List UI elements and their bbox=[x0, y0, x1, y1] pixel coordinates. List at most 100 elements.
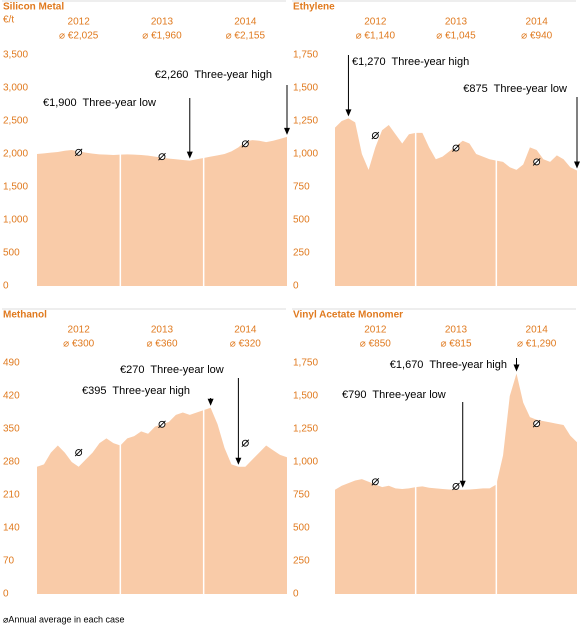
area bbox=[37, 136, 287, 286]
year-label: 2014 bbox=[526, 325, 549, 336]
year-label: 2012 bbox=[364, 17, 387, 28]
average-marker-part bbox=[74, 148, 83, 157]
average-marker bbox=[452, 482, 460, 491]
average-marker bbox=[241, 139, 250, 148]
annotation-text: €2,260 Three-year high bbox=[155, 69, 272, 81]
average-marker-part bbox=[241, 439, 250, 447]
year-label: 2012 bbox=[68, 325, 91, 336]
annotation-text: €875 Three-year low bbox=[463, 83, 567, 95]
year-label: 2014 bbox=[234, 325, 257, 336]
y-tick-label: 1,750 bbox=[293, 50, 318, 61]
average-marker bbox=[158, 152, 166, 161]
y-tick-label: 1,000 bbox=[3, 215, 28, 226]
annotation-arrowhead bbox=[284, 127, 290, 135]
y-tick-label: 420 bbox=[3, 391, 20, 402]
area bbox=[335, 373, 577, 594]
y-tick-label: 1,000 bbox=[293, 149, 318, 160]
annotation-text: €790 Three-year low bbox=[342, 389, 446, 401]
y-tick-label: 1,500 bbox=[3, 182, 28, 193]
annotation-text: €270 Three-year low bbox=[120, 364, 224, 376]
y-tick-label: 1,500 bbox=[293, 83, 318, 94]
y-tick-label: 2,000 bbox=[3, 149, 28, 160]
y-tick-label: 0 bbox=[293, 589, 299, 600]
y-tick-label: 2,500 bbox=[3, 116, 28, 127]
annotation-text: €1,270 Three-year high bbox=[352, 56, 469, 68]
y-tick-label: 280 bbox=[3, 457, 20, 468]
average-label: ⌀ €1,290 bbox=[517, 339, 557, 350]
y-tick-label: 140 bbox=[3, 523, 20, 534]
y-tick-label: 1,250 bbox=[293, 116, 318, 127]
y-tick-label: 0 bbox=[3, 281, 9, 292]
y-tick-label: 250 bbox=[293, 248, 310, 259]
chart-title: Ethylene bbox=[293, 2, 335, 13]
y-tick-label: 350 bbox=[3, 424, 20, 435]
annotation-arrowhead bbox=[186, 151, 193, 159]
average-marker-part bbox=[371, 131, 380, 140]
year-label: 2014 bbox=[234, 17, 257, 28]
average-marker bbox=[241, 439, 250, 447]
annotation-text: €1,900 Three-year low bbox=[43, 97, 156, 109]
y-tick-label: 3,000 bbox=[3, 83, 28, 94]
year-label: 2013 bbox=[151, 325, 174, 336]
area bbox=[335, 118, 577, 286]
average-label: ⌀ €1,960 bbox=[142, 31, 182, 42]
year-label: 2013 bbox=[445, 17, 468, 28]
average-marker bbox=[158, 420, 166, 429]
annotation-arrowhead bbox=[459, 480, 466, 488]
annotation-arrowhead bbox=[207, 398, 214, 406]
y-tick-label: 3,500 bbox=[3, 50, 28, 61]
year-label: 2012 bbox=[68, 17, 91, 28]
average-marker-part bbox=[241, 139, 250, 148]
footnote: ⌀Annual average in each case bbox=[3, 614, 125, 624]
average-marker bbox=[532, 419, 541, 428]
annotation-text: €395 Three-year high bbox=[82, 385, 190, 397]
average-label: ⌀ €320 bbox=[230, 339, 261, 350]
average-marker-part bbox=[158, 152, 166, 161]
y-tick-label: 500 bbox=[293, 215, 310, 226]
y-tick-label: 250 bbox=[293, 556, 310, 567]
y-tick-label: 1,000 bbox=[293, 457, 318, 468]
y-tick-label: 490 bbox=[3, 358, 20, 369]
y-tick-label: 1,250 bbox=[293, 424, 318, 435]
average-marker-part bbox=[452, 482, 460, 491]
y-tick-label: 500 bbox=[293, 523, 310, 534]
average-label: ⌀ €300 bbox=[63, 339, 94, 350]
average-label: ⌀ €815 bbox=[440, 339, 471, 350]
y-tick-label: 750 bbox=[293, 490, 310, 501]
y-tick-label: 0 bbox=[3, 589, 9, 600]
y-tick-label: 210 bbox=[3, 490, 20, 501]
average-label: ⌀ €850 bbox=[360, 339, 391, 350]
average-label: ⌀ €1,140 bbox=[356, 31, 396, 42]
average-label: ⌀ €940 bbox=[521, 31, 552, 42]
average-label: ⌀ €2,155 bbox=[226, 31, 266, 42]
average-marker-part bbox=[452, 144, 460, 152]
area bbox=[37, 407, 287, 594]
average-label: ⌀ €360 bbox=[146, 339, 177, 350]
average-marker bbox=[371, 131, 380, 140]
annotation-arrowhead bbox=[345, 109, 352, 117]
annotation-arrowhead bbox=[513, 364, 520, 372]
average-marker bbox=[74, 148, 83, 157]
average-marker-part bbox=[532, 419, 541, 428]
year-label: 2013 bbox=[151, 17, 174, 28]
average-label: ⌀ €1,045 bbox=[436, 31, 476, 42]
average-marker-part bbox=[371, 477, 380, 486]
average-marker-part bbox=[158, 420, 166, 429]
y-tick-label: 500 bbox=[3, 248, 20, 259]
chart-title: Methanol bbox=[3, 310, 47, 321]
year-label: 2013 bbox=[445, 325, 468, 336]
average-marker bbox=[371, 477, 380, 486]
y-tick-label: 70 bbox=[3, 556, 15, 567]
chart-title: Silicon Metal bbox=[3, 2, 64, 13]
year-label: 2012 bbox=[364, 325, 387, 336]
average-marker bbox=[74, 448, 83, 457]
average-label: ⌀ €2,025 bbox=[59, 31, 99, 42]
y-tick-label: 750 bbox=[293, 182, 310, 193]
average-marker-part bbox=[74, 448, 83, 457]
average-marker-part bbox=[532, 158, 541, 166]
average-marker bbox=[532, 158, 541, 166]
unit-label: €/t bbox=[3, 15, 14, 26]
annotation-arrowhead bbox=[235, 457, 242, 465]
y-tick-label: 1,750 bbox=[293, 358, 318, 369]
chart-title: Vinyl Acetate Monomer bbox=[293, 310, 403, 321]
